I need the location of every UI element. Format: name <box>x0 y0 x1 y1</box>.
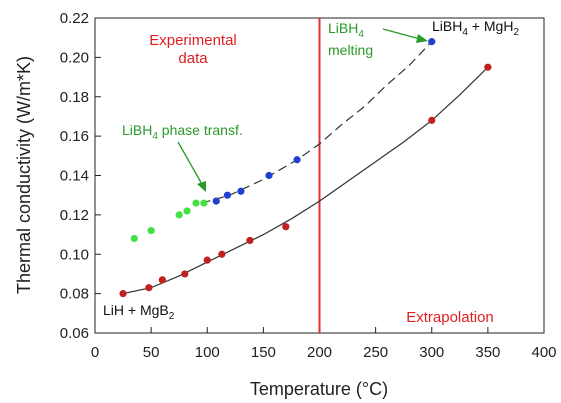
arrow-melting <box>382 28 428 43</box>
x-tick-label: 200 <box>307 344 332 361</box>
y-tick-label: 0.16 <box>60 128 89 145</box>
data-point <box>181 270 189 278</box>
data-point <box>147 227 155 235</box>
x-tick-label: 250 <box>363 344 388 361</box>
x-tick-label: 300 <box>419 344 444 361</box>
y-tick-label: 0.14 <box>60 168 89 185</box>
annotation-melting-label: LiBH4 <box>328 20 364 40</box>
data-point <box>175 211 183 219</box>
fit-curve-lower <box>122 66 489 295</box>
data-point <box>428 116 436 124</box>
x-axis-ticks: 0 50 100 150 200 250 300 350 400 <box>91 327 557 361</box>
data-point <box>192 199 200 207</box>
data-point <box>145 284 153 292</box>
y-axis-label: Thermal conductivity (W/m*K) <box>14 56 34 294</box>
x-tick-label: 0 <box>91 344 99 361</box>
y-axis-ticks: 0.06 0.08 0.10 0.12 0.14 0.16 0.18 0.20 0.22 <box>60 10 101 342</box>
data-point <box>237 187 245 195</box>
y-tick-label: 0.06 <box>60 325 89 342</box>
data-point <box>484 63 492 71</box>
x-tick-label: 100 <box>195 344 220 361</box>
y-tick-label: 0.18 <box>60 89 89 106</box>
y-tick-label: 0.10 <box>60 246 89 263</box>
data-point <box>223 191 232 199</box>
x-tick-label: 50 <box>143 344 160 361</box>
data-point <box>282 223 290 231</box>
data-point <box>119 290 127 298</box>
annotation-bottom-compound: LiH + MgB2 <box>103 302 175 322</box>
data-point <box>293 156 301 164</box>
y-tick-label: 0.22 <box>60 10 89 27</box>
data-point <box>203 256 211 264</box>
data-point <box>200 199 208 207</box>
data-point <box>428 38 436 46</box>
fit-curve-upper <box>201 41 433 204</box>
x-tick-label: 150 <box>251 344 276 361</box>
annotation-top-compound: LiBH4 + MgH2 <box>432 18 519 38</box>
annotation-experimental-line1: Experimental <box>149 32 237 49</box>
data-point <box>218 250 226 258</box>
annotation-melting-word: melting <box>328 42 373 58</box>
y-tick-label: 0.08 <box>60 286 89 303</box>
data-point <box>130 234 138 243</box>
x-tick-label: 400 <box>531 344 556 361</box>
annotation-extrapolation: Extrapolation <box>406 309 494 326</box>
y-tick-label: 0.20 <box>60 49 89 66</box>
annotation-experimental-line2: data <box>178 50 208 67</box>
data-point <box>183 207 191 215</box>
annotation-phase-transf: LiBH4 phase transf. <box>122 122 243 142</box>
x-axis-label: Temperature (°C) <box>250 379 388 399</box>
data-point <box>246 236 254 245</box>
arrow-phase-transf <box>177 141 206 192</box>
y-tick-label: 0.12 <box>60 207 89 224</box>
data-point <box>212 197 220 205</box>
x-tick-label: 350 <box>475 344 500 361</box>
data-point <box>265 171 273 180</box>
data-points <box>119 38 492 298</box>
data-point <box>158 276 166 284</box>
